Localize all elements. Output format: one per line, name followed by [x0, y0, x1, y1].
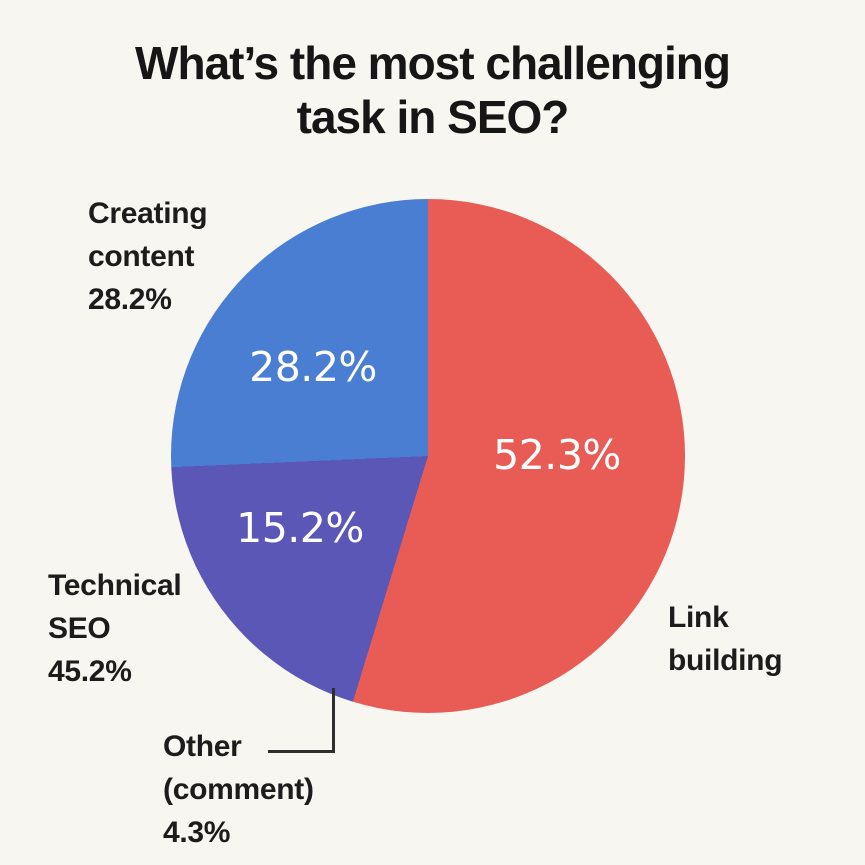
callout-other-comment: Other (comment) 4.3% [163, 730, 314, 849]
chart-title-text: What’s the most challenging task in SEO? [135, 37, 731, 143]
pie-slice-label-technical-seo: 15.2% [236, 504, 364, 552]
callout-creating-content: Creating content 28.2% [88, 197, 208, 316]
pie-slice-label-creating-content: 28.2% [249, 343, 377, 391]
other-callout-connector-vertical [332, 688, 335, 753]
callout-link-building: Link building [668, 601, 783, 677]
pie-slice-label-link-building: 52.3% [493, 431, 621, 479]
callout-technical-seo: Technical SEO 45.2% [48, 569, 182, 688]
pie-chart [171, 199, 685, 713]
other-callout-connector-horizontal [268, 750, 335, 753]
chart-title: What’s the most challenging task in SEO? [0, 36, 865, 144]
